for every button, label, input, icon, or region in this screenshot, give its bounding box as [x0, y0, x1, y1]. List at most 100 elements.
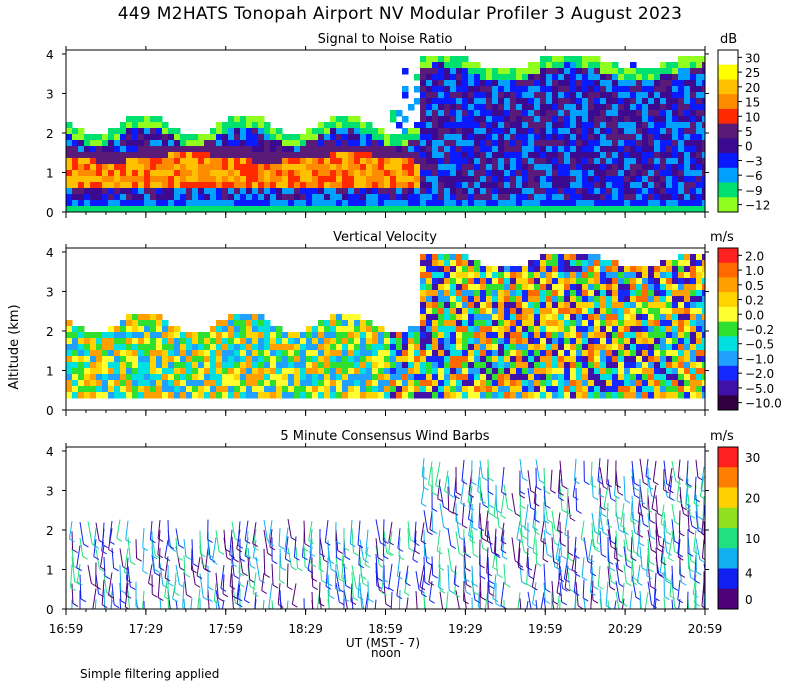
heat-cell: [84, 164, 91, 171]
heat-cell: [222, 356, 229, 363]
wind-barb-flag: [545, 588, 551, 593]
heat-cell: [492, 200, 499, 207]
wind-barb: [540, 520, 545, 541]
heat-cell: [576, 56, 583, 63]
heat-cell: [204, 368, 211, 375]
heat-cell: [690, 92, 697, 99]
heat-cell: [618, 338, 625, 345]
wind-barb-flag: [546, 531, 552, 536]
heat-cell: [480, 272, 487, 279]
heat-cell: [552, 344, 559, 351]
heat-cell: [702, 176, 705, 183]
heat-cell: [234, 344, 241, 351]
heat-cell: [444, 140, 451, 147]
heat-cell: [354, 326, 361, 333]
heat-cell: [438, 260, 445, 267]
heat-cell: [576, 176, 583, 183]
heat-cell: [606, 272, 613, 279]
heat-cell: [96, 356, 103, 363]
heat-cell: [582, 68, 589, 75]
heat-cell: [444, 74, 451, 81]
heat-cell: [150, 380, 157, 387]
heat-cell: [510, 176, 517, 183]
wind-barb-flag: [482, 477, 488, 481]
wind-barb-flag: [461, 524, 468, 529]
heat-cell: [84, 362, 91, 369]
heat-cell: [396, 176, 403, 183]
heat-cell: [102, 188, 109, 195]
heat-cell: [558, 158, 565, 165]
heat-cell: [462, 170, 469, 177]
heat-cell: [432, 314, 439, 321]
heat-cell: [150, 362, 157, 369]
heat-cell: [624, 272, 631, 279]
heat-cell: [222, 122, 229, 129]
heat-cell: [684, 326, 691, 333]
wind-barb: [477, 582, 481, 607]
wind-barb: [503, 563, 506, 585]
heat-cell: [96, 152, 103, 159]
heat-cell: [438, 338, 445, 345]
heat-cell: [486, 182, 493, 189]
heat-cell: [192, 164, 199, 171]
heat-cell: [654, 140, 661, 147]
heat-cell: [462, 134, 469, 141]
wind-barb-flag: [473, 591, 479, 596]
heat-cell: [486, 176, 493, 183]
heat-cell: [144, 338, 151, 345]
heat-cell: [192, 188, 199, 195]
wind-barb-flag: [465, 591, 472, 596]
heat-cell: [654, 80, 661, 87]
heat-cell: [432, 116, 439, 123]
heat-cell: [624, 104, 631, 111]
heat-cell: [528, 128, 535, 135]
heat-cell: [630, 74, 637, 81]
wind-barb-flag: [322, 619, 327, 622]
heat-cell: [444, 170, 451, 177]
heat-cell: [162, 188, 169, 195]
heat-cell: [408, 140, 415, 147]
heat-cell: [456, 182, 463, 189]
heat-cell: [492, 278, 499, 285]
heat-cell: [570, 98, 577, 105]
heat-cell: [132, 146, 139, 153]
wind-barb-flag: [486, 572, 492, 577]
heat-cell: [540, 254, 547, 261]
heat-cell: [462, 56, 469, 63]
heat-cell: [396, 122, 403, 129]
heat-cell: [450, 140, 457, 147]
wind-barb-flag: [492, 566, 499, 571]
heat-cell: [486, 362, 493, 369]
heat-cell: [450, 86, 457, 93]
heat-cell: [624, 344, 631, 351]
heat-cell: [324, 152, 331, 159]
heat-cell: [678, 176, 685, 183]
heat-cell: [600, 188, 607, 195]
heat-cell: [546, 254, 553, 261]
heat-cell: [174, 182, 181, 189]
wind-barb: [500, 530, 505, 551]
heat-cell: [540, 164, 547, 171]
heat-cell: [570, 392, 577, 399]
heat-cell: [666, 104, 673, 111]
heat-cell: [522, 170, 529, 177]
heat-cell: [174, 326, 181, 333]
heat-cell: [282, 344, 289, 351]
heat-cell: [474, 392, 481, 399]
heat-cell: [474, 278, 481, 285]
heat-cell: [450, 164, 457, 171]
heat-cell: [510, 98, 517, 105]
wind-barb-flag: [368, 598, 374, 603]
heat-cell: [594, 254, 601, 261]
heat-cell: [546, 332, 553, 339]
wind-barb: [511, 537, 516, 561]
wind-barb: [598, 476, 601, 495]
heat-cell: [486, 296, 493, 303]
heat-cell: [246, 386, 253, 393]
heat-cell: [258, 146, 265, 153]
wind-barb-flag: [505, 583, 511, 588]
heat-cell: [330, 122, 337, 129]
heat-cell: [456, 374, 463, 381]
heat-cell: [222, 320, 229, 327]
heat-cell: [396, 356, 403, 363]
